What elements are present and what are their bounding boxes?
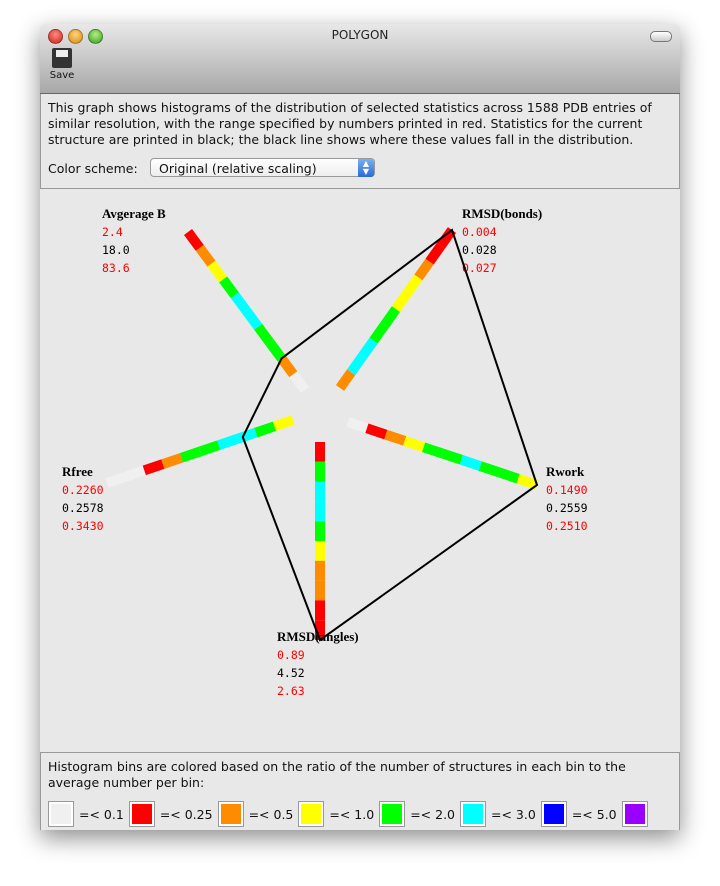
save-button[interactable]: Save: [48, 48, 76, 81]
save-label: Save: [49, 70, 75, 81]
axis-current-label: 0.028: [462, 243, 497, 257]
axis-min-label: 0.89: [277, 648, 305, 662]
histogram-bin: [346, 417, 369, 434]
legend-swatch: [540, 801, 567, 827]
histogram-bin: [289, 371, 310, 393]
axis-name-label: Rwork: [546, 464, 585, 479]
histogram-bin: [265, 339, 286, 362]
window-title: POLYGON: [331, 28, 389, 42]
histogram-bin: [179, 446, 202, 463]
histogram-bin: [425, 242, 445, 265]
legend-label: =< 5.0: [571, 806, 617, 822]
description-text: This graph shows histograms of the distr…: [48, 100, 652, 147]
legend-swatch: [379, 801, 406, 827]
title-bar: POLYGON Save: [40, 24, 680, 94]
legend-swatch: [621, 801, 648, 827]
histogram-bin: [277, 355, 298, 378]
legend-text: Histogram bins are colored based on the …: [48, 759, 626, 790]
histogram-bin: [183, 229, 204, 251]
legend-label: =< 0.25: [159, 806, 213, 822]
legend-label: =< 2.0: [410, 806, 456, 822]
histogram-bin: [459, 455, 482, 471]
histogram-bin: [414, 258, 434, 281]
floppy-disk-icon: [52, 48, 72, 68]
histogram-bin: [272, 415, 295, 432]
legend-swatch: [48, 801, 74, 827]
legend-label: =< 1.0: [329, 806, 375, 822]
axis-min-label: 2.4: [102, 225, 123, 239]
color-scheme-value: Original (relative scaling): [159, 161, 317, 176]
axis-name-label: RMSD(bonds): [462, 206, 542, 221]
axis-max-label: 83.6: [102, 261, 130, 275]
histogram-bin: [422, 442, 445, 459]
histogram-bin: [254, 323, 274, 346]
histogram-bin: [478, 461, 501, 478]
axis-max-label: 2.63: [277, 684, 305, 698]
current-structure-polygon: [241, 228, 539, 642]
histogram-bin: [335, 369, 356, 391]
histogram-bin: [497, 467, 520, 484]
histogram-bin: [403, 274, 423, 297]
color-scheme-label: Color scheme:: [48, 161, 138, 176]
legend-swatch: [217, 801, 244, 827]
axis-min-label: 0.004: [462, 225, 497, 239]
histogram-bin: [391, 290, 412, 312]
legend-label: =< 3.0: [491, 806, 536, 822]
axis-max-label: 0.3430: [62, 519, 104, 533]
histogram-bin: [403, 436, 426, 452]
histogram-bin: [123, 465, 146, 482]
toolbar-toggle-button[interactable]: [650, 31, 672, 42]
polygon-graph: Avgerage B 2.4 18.0 83.6 RMSD(bonds) 0.004 0.0…: [62, 206, 588, 698]
legend-panel: Histogram bins are colored based on the …: [40, 752, 680, 830]
histogram-bin: [161, 453, 184, 469]
axis-current-label: 0.2578: [62, 501, 104, 515]
minimize-button[interactable]: [68, 29, 83, 44]
histogram-bin: [230, 292, 251, 314]
histogram-bin: [207, 260, 228, 283]
histogram-bin: [198, 440, 221, 457]
histogram-bin: [195, 244, 216, 267]
histogram-bin: [105, 471, 128, 488]
histogram-bin: [358, 337, 378, 360]
legend-label: =< 0.1: [79, 806, 124, 822]
histogram-bin: [516, 473, 539, 490]
description-panel: This graph shows histograms of the distr…: [40, 94, 680, 189]
updown-arrows-icon: ▲ ▼: [358, 159, 374, 177]
axis-min-label: 0.1490: [546, 483, 588, 497]
axis-max-label: 0.027: [462, 261, 497, 275]
legend-label: =< 0.5: [248, 806, 294, 822]
histogram-bin: [347, 353, 367, 376]
color-scheme-select[interactable]: Original (relative scaling) ▲ ▼: [150, 158, 375, 177]
histogram-bin: [254, 421, 277, 438]
histogram-bin: [235, 427, 258, 444]
histogram-bin: [142, 459, 165, 476]
zoom-button[interactable]: [88, 29, 103, 44]
axis-current-label: 4.52: [277, 666, 305, 680]
histogram-bin: [384, 429, 407, 446]
histogram-bin: [219, 276, 239, 299]
axis-current-label: 18.0: [102, 243, 130, 257]
histogram-bin: [440, 448, 463, 465]
histogram-bin: [242, 308, 263, 330]
axis-max-label: 0.2510: [546, 519, 588, 533]
legend-swatch: [460, 801, 487, 827]
close-button[interactable]: [48, 29, 63, 44]
histogram-bin: [369, 321, 389, 344]
axis-name-label: Rfree: [62, 464, 93, 479]
axis-current-label: 0.2559: [546, 501, 588, 515]
legend-swatch: [128, 801, 155, 827]
legend-swatches: =< 0.1 =< 0.25 =< 0.5 =< 1.0 =< 2.0 =< 3.0 =< …: [48, 801, 648, 827]
histogram-bin: [365, 423, 388, 440]
axis-name-label: Avgerage B: [102, 206, 166, 221]
histogram-bin: [380, 306, 401, 328]
axis-min-label: 0.2260: [62, 483, 104, 497]
histogram-bin: [216, 434, 239, 450]
polygon-window: POLYGON Save This graph shows histograms…: [40, 24, 680, 830]
legend-swatch: [298, 801, 325, 827]
